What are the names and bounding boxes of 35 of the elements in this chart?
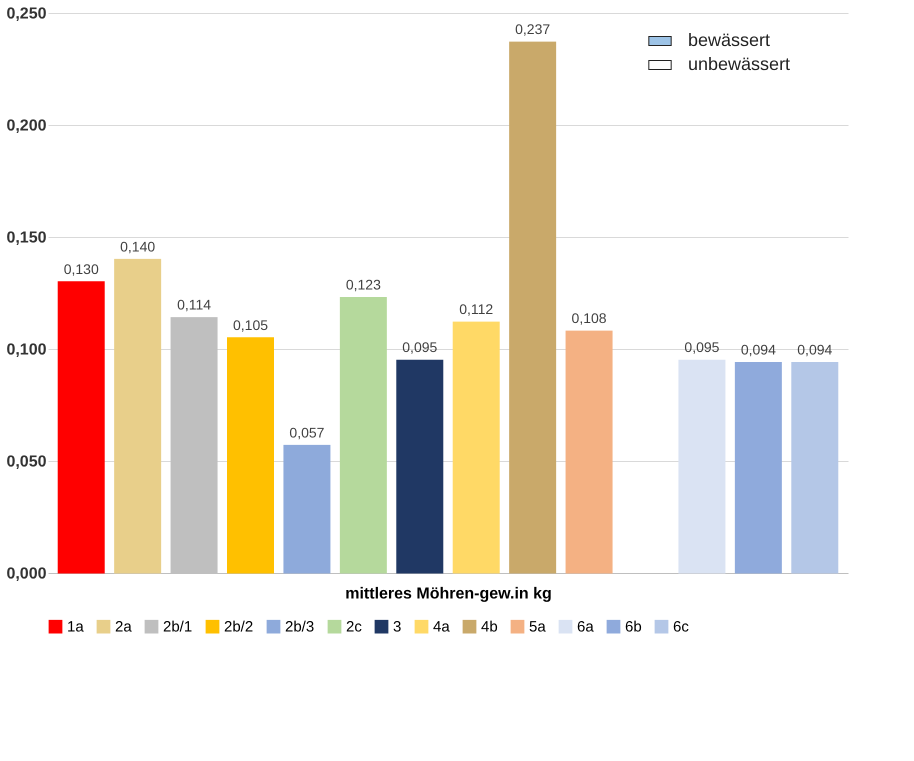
annotation: bewässert [688,30,770,50]
legend-label: 6b [625,618,642,636]
data-label: 0,112 [459,301,494,318]
data-label: 0,095 [684,339,720,356]
data-label: 0,094 [797,341,833,358]
legend-label: 6c [673,618,690,636]
data-label: 0,108 [572,310,607,326]
legend-label: 2c [346,618,362,636]
y-tick-label: 0,100 [6,342,47,358]
legend-label: 5a [529,618,546,636]
x-axis-title: mittleres Möhren-gew.in kg [345,586,552,602]
y-tick-label: 0,250 [6,6,47,22]
data-label: 0,237 [515,21,550,38]
legend-label: 2b/2 [224,618,254,636]
data-label: 0,094 [740,341,776,358]
data-label: 0,140 [120,238,156,254]
y-tick-label: 0,200 [6,118,47,134]
legend-label: 4b [481,618,498,636]
legend-label: 2b/3 [285,618,314,636]
data-label: 0,057 [289,424,325,440]
annotation: unbewässert [688,54,790,74]
data-label: 0,130 [64,260,99,277]
legend-label: 2a [115,618,132,636]
legend-label: 1a [67,618,84,636]
data-label: 0,123 [346,276,382,292]
data-label: 0,114 [177,296,212,313]
data-label: 0,105 [232,316,268,333]
legend-label: 2b/1 [163,618,192,636]
legend-label: 4a [433,618,450,636]
legend-label: 6a [577,618,594,636]
y-tick-label: 0,150 [6,230,47,246]
data-label: 0,095 [402,339,438,356]
y-tick-label: 0,050 [6,454,47,470]
y-tick-label: 0,000 [6,566,47,582]
legend-label: 3 [393,618,402,636]
